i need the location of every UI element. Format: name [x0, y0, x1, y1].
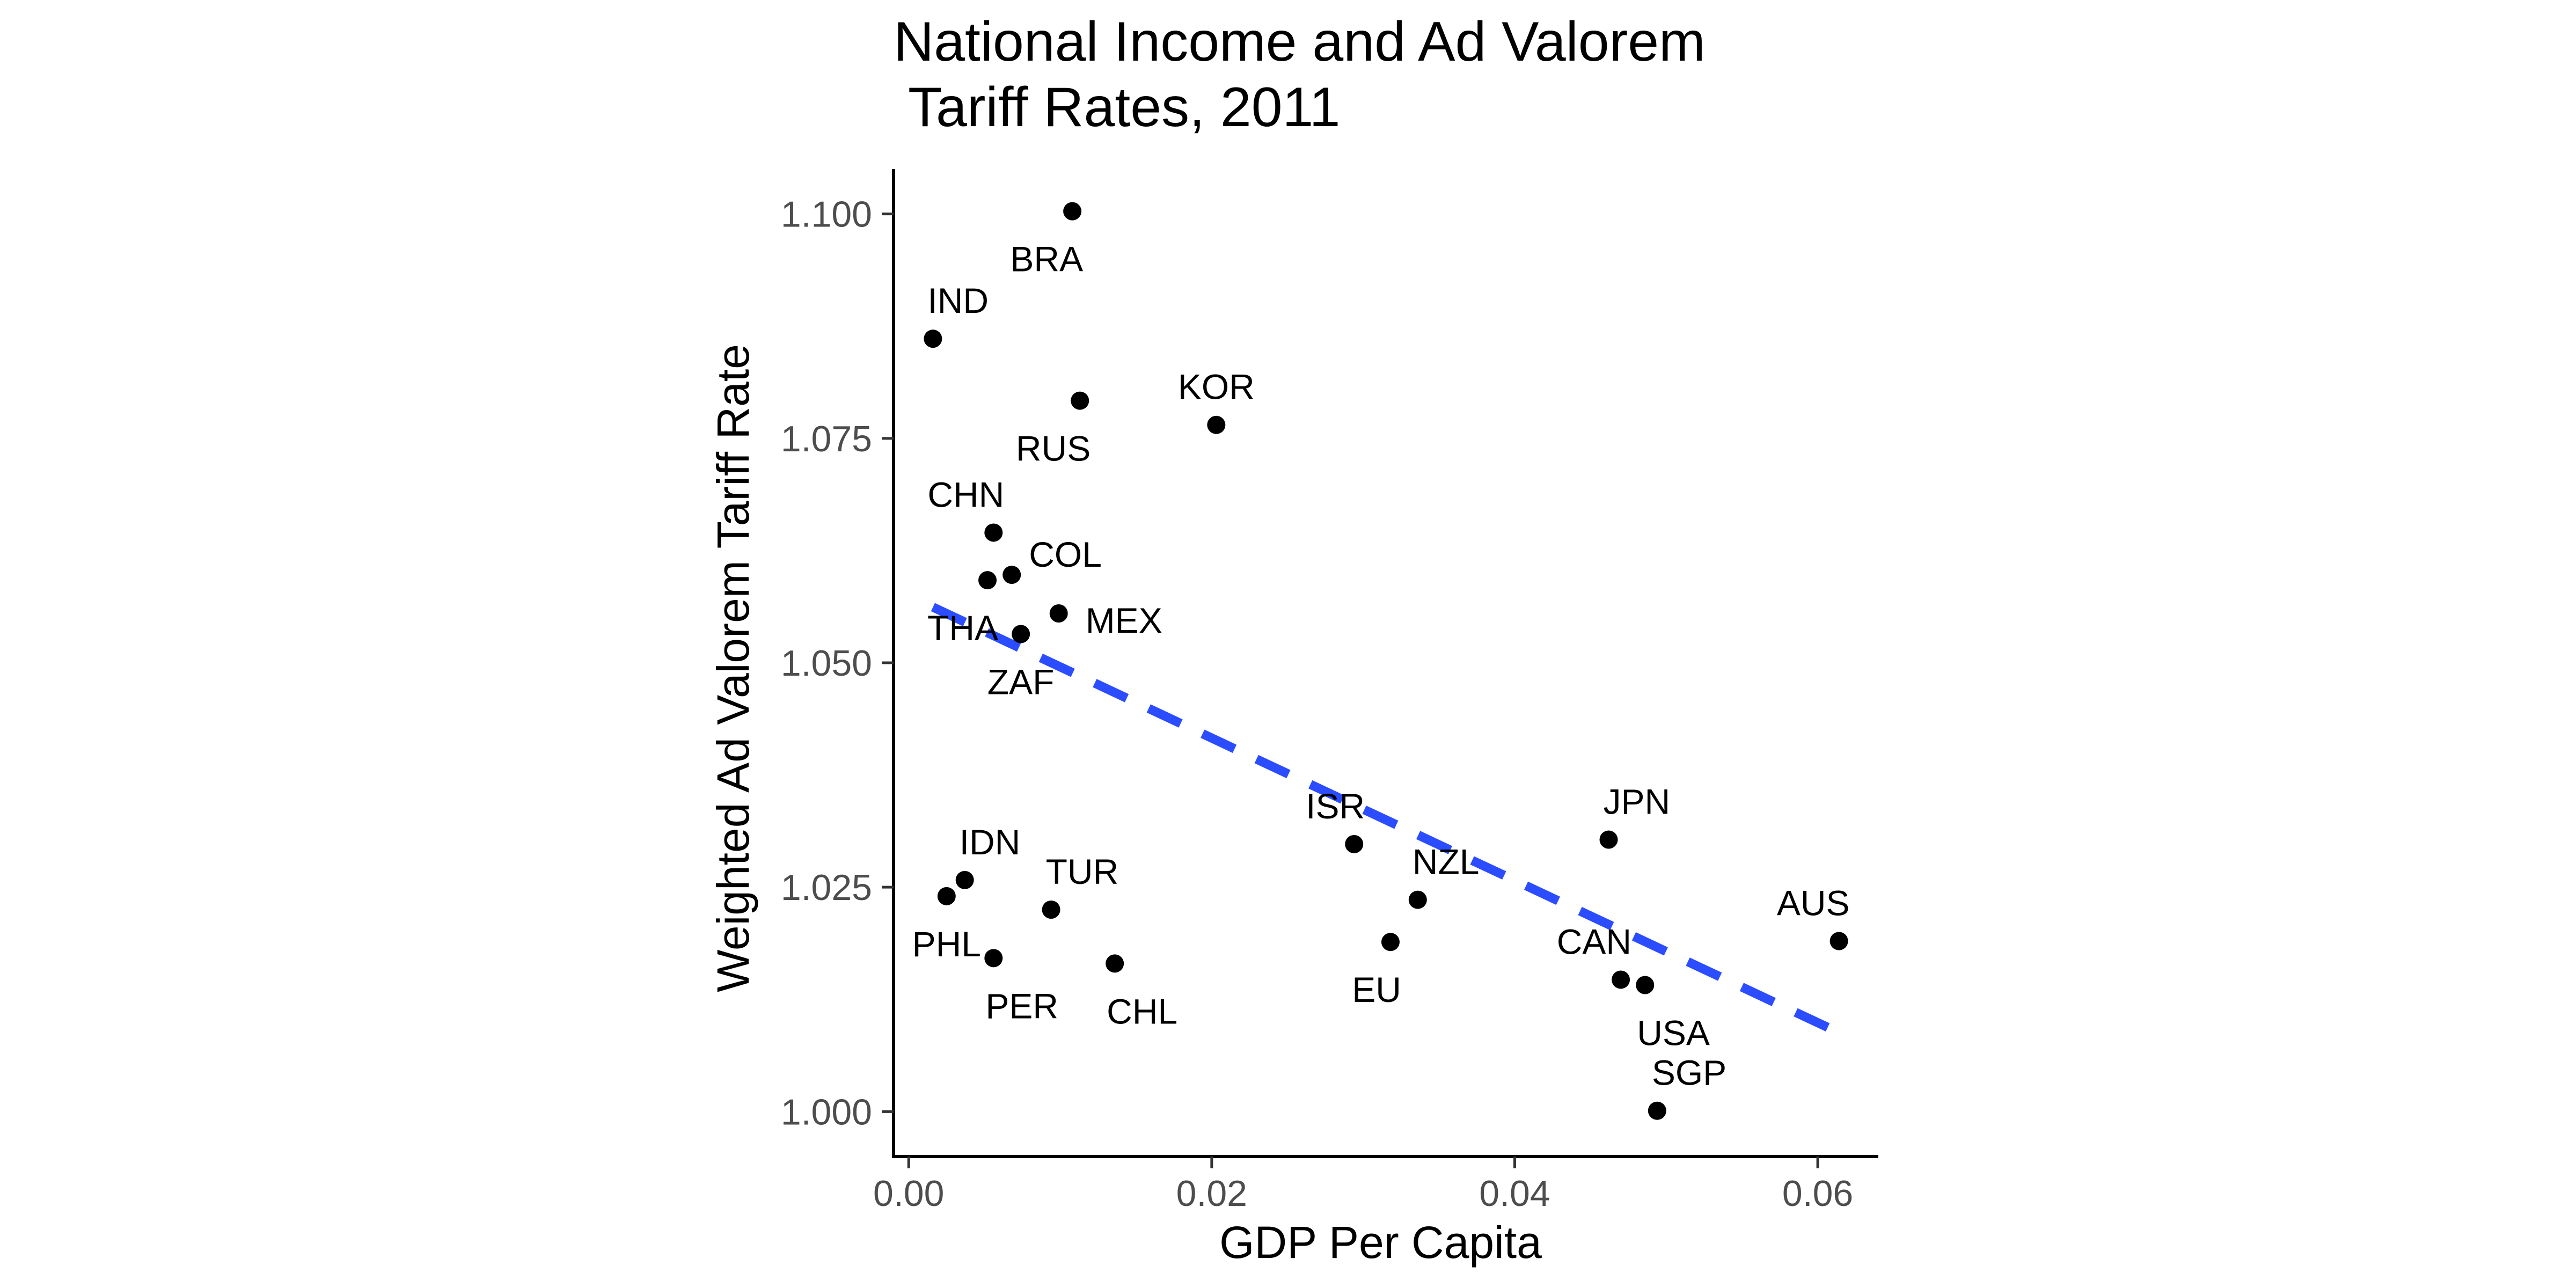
plot-area: BRA IND RUS KOR CHN COL THA MEX ZAF IDN PHL TUR PER C…: [912, 202, 1850, 1120]
chart-title-line: Tariff Rates, 2011: [894, 76, 1341, 138]
chart-title: National Income and Ad Valorem Tariff Ra…: [894, 11, 1706, 138]
point-label-jpn: JPN: [1603, 782, 1670, 822]
point-labels-layer: BRA IND RUS KOR CHN COL THA MEX ZAF IDN PHL TUR PER C…: [912, 239, 1850, 1093]
point-label-mex: MEX: [1086, 601, 1162, 640]
data-point-col: [1002, 566, 1021, 584]
point-label-chl: CHL: [1107, 991, 1177, 1031]
data-point-sgp: [1648, 1101, 1666, 1120]
x-tick-label: 0.04: [1479, 1173, 1550, 1214]
data-point-isr: [1345, 835, 1364, 853]
data-point-rus: [1071, 391, 1089, 410]
data-point-per: [984, 949, 1003, 968]
point-label-eu: EU: [1352, 970, 1401, 1009]
point-label-ind: IND: [927, 281, 989, 320]
data-point-phl: [937, 887, 956, 905]
point-label-tur: TUR: [1046, 852, 1119, 891]
point-label-isr: ISR: [1306, 786, 1365, 826]
point-label-col: COL: [1029, 535, 1102, 574]
data-point-zaf: [1012, 625, 1030, 643]
point-label-can: CAN: [1557, 921, 1631, 961]
data-point-mex: [1049, 604, 1068, 623]
data-point-tur: [1042, 901, 1060, 919]
point-label-sgp: SGP: [1652, 1053, 1726, 1093]
point-label-per: PER: [985, 986, 1058, 1026]
point-label-zaf: ZAF: [987, 662, 1055, 701]
data-point-usa: [1636, 976, 1655, 994]
point-label-kor: KOR: [1178, 367, 1255, 407]
trend-line: [931, 603, 1841, 1037]
point-label-tha: THA: [927, 608, 998, 648]
data-point-idn: [955, 870, 974, 889]
y-tick-label: 1.075: [781, 419, 872, 459]
data-point-can: [1612, 970, 1630, 989]
data-point-ind: [924, 330, 942, 348]
trend-line-layer: [931, 603, 1841, 1037]
point-label-chn: CHN: [927, 474, 1004, 514]
x-tick-label: 0.00: [873, 1173, 944, 1214]
y-axis-ticks: 1.000 1.025 1.050 1.075 1.100: [781, 194, 894, 1132]
point-label-aus: AUS: [1777, 883, 1850, 923]
chart-title-line: National Income and Ad Valorem: [894, 11, 1706, 73]
x-tick-label: 0.06: [1782, 1173, 1853, 1214]
y-axis-label: Weighted Ad Valorem Tariff Rate: [708, 344, 758, 992]
point-label-bra: BRA: [1010, 239, 1083, 279]
y-tick-label: 1.000: [781, 1092, 872, 1132]
point-label-idn: IDN: [960, 822, 1021, 862]
x-axis-label: GDP Per Capita: [1219, 1217, 1542, 1268]
point-label-rus: RUS: [1016, 429, 1091, 469]
data-point-chl: [1106, 954, 1124, 973]
data-point-chn: [984, 523, 1003, 542]
point-label-nzl: NZL: [1413, 842, 1480, 882]
data-points-layer: [924, 202, 1848, 1120]
y-tick-label: 1.050: [781, 643, 872, 684]
data-point-bra: [1063, 202, 1082, 221]
data-point-tha: [978, 571, 997, 590]
point-label-phl: PHL: [912, 924, 981, 964]
data-point-jpn: [1599, 830, 1618, 849]
point-label-usa: USA: [1637, 1013, 1710, 1053]
data-point-nzl: [1408, 890, 1427, 909]
y-tick-label: 1.025: [781, 867, 872, 908]
x-tick-label: 0.02: [1176, 1173, 1247, 1214]
data-point-kor: [1207, 415, 1226, 434]
y-tick-label: 1.100: [781, 194, 872, 235]
x-axis-ticks: 0.00 0.02 0.04 0.06: [873, 1157, 1853, 1214]
data-point-eu: [1381, 933, 1400, 952]
data-point-aus: [1829, 932, 1848, 950]
